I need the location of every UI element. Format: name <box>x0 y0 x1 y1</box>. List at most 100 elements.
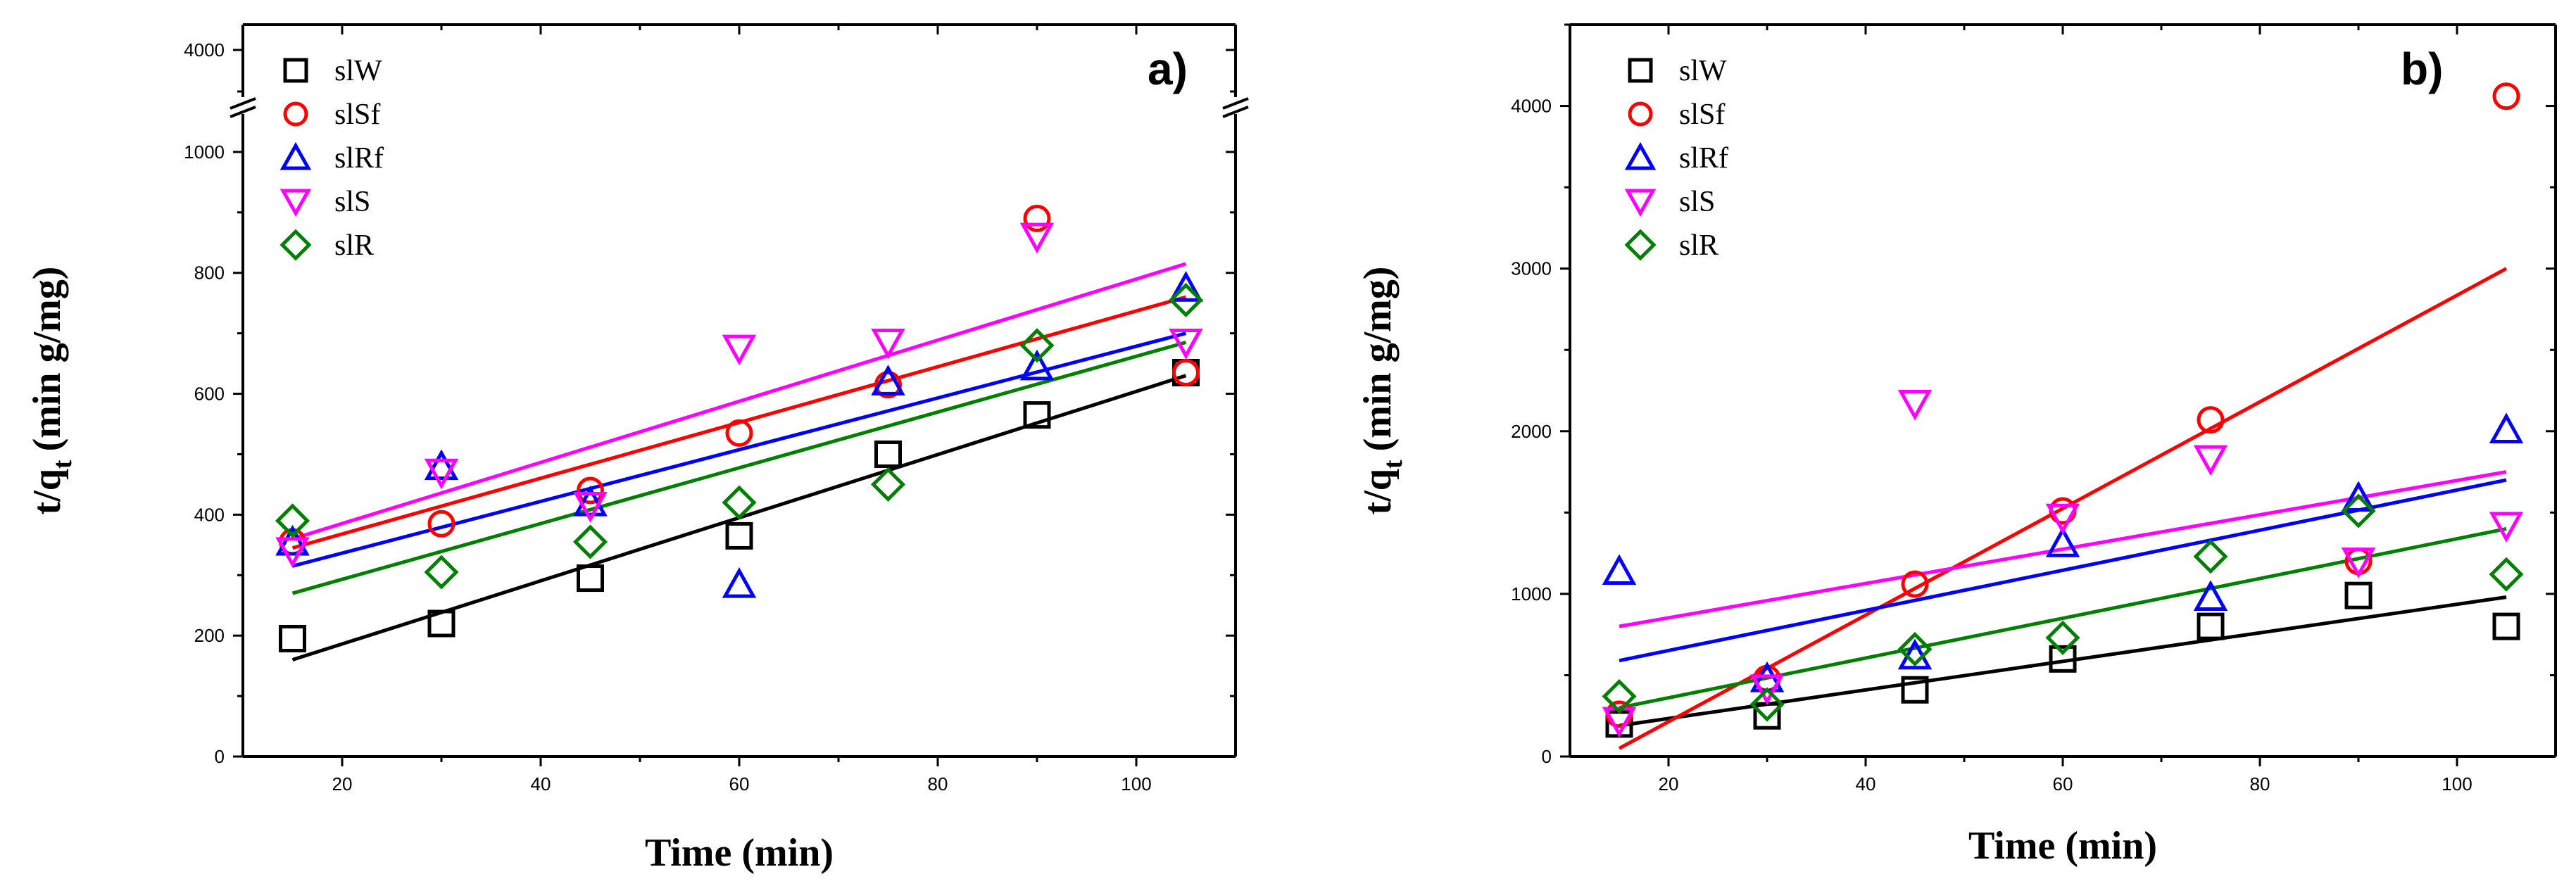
y-tick-label: 1000 <box>184 141 225 163</box>
legend-marker-slR <box>279 229 312 261</box>
x-tick-label: 80 <box>928 773 948 795</box>
axis-frame <box>230 23 1249 758</box>
y-axis-title-units: (min g/mg) <box>1356 267 1400 452</box>
x-tick-label: 100 <box>1121 773 1151 795</box>
point-slSf <box>577 476 604 505</box>
point-slW <box>1023 401 1051 429</box>
axis-break-mark <box>230 106 256 118</box>
x-axis-title: Time (min) <box>645 831 834 875</box>
legend-label-slW: slW <box>334 55 382 87</box>
point-slRf <box>1169 271 1203 302</box>
y-axis-title-main: t/q <box>25 469 69 514</box>
point-slS <box>424 458 459 490</box>
point-slS <box>871 329 905 360</box>
point-slR <box>424 555 459 590</box>
x-tick-label: 40 <box>531 773 551 795</box>
y-ticks: 0 1000 2000 3000 4000 <box>1511 23 2556 767</box>
point-slS <box>2045 503 2080 535</box>
point-slSf <box>1172 358 1200 386</box>
y-tick-label: 0 <box>1542 746 1552 767</box>
legend-marker-slS <box>279 189 312 217</box>
legend-label-slSf: slSf <box>334 99 380 131</box>
legend-label-slR: slR <box>334 229 374 262</box>
point-slR <box>1019 328 1055 363</box>
axis-break-mark <box>230 97 256 110</box>
panel-label: a) <box>1148 44 1188 94</box>
y-tick-label: 2000 <box>1511 421 1552 442</box>
legend-label-slS: slS <box>1679 186 1715 218</box>
y-tick-label: 200 <box>194 625 225 646</box>
point-slRf <box>1019 349 1055 381</box>
panel-a-chart: 20 40 60 80 100020040060080010004000slWslSfs… <box>25 23 1249 875</box>
point-slW <box>2344 581 2373 609</box>
point-slSf <box>427 510 455 538</box>
y-axis-title: t/qt (min g/mg) <box>1356 267 1408 515</box>
x-tick-label: 60 <box>2053 773 2073 795</box>
x-tick-label: 60 <box>729 773 750 795</box>
point-slW <box>279 624 306 652</box>
legend-marker-slW <box>1628 58 1653 83</box>
point-slR <box>2489 557 2524 592</box>
y-tick-label: 4000 <box>184 39 225 61</box>
point-slRf <box>871 365 905 395</box>
point-slR <box>870 467 906 502</box>
x-tick-label: 20 <box>332 773 353 795</box>
point-slRf <box>275 524 310 556</box>
point-slS <box>1897 389 1933 421</box>
fit-line-slR <box>291 341 1187 595</box>
point-slS <box>2341 548 2376 578</box>
point-slRf <box>2045 526 2080 557</box>
point-slR <box>1168 282 1204 317</box>
point-slR <box>1897 631 1933 667</box>
point-slSf <box>725 419 753 447</box>
point-slR <box>1749 687 1785 722</box>
legend-label-slS: slS <box>334 186 370 218</box>
point-slR <box>2341 493 2376 529</box>
legend-label-slSf: slSf <box>1679 99 1725 131</box>
x-tick-label: 100 <box>2442 773 2472 795</box>
y-tick-label: 600 <box>194 384 225 405</box>
y-axis-title-sub: t <box>48 460 77 469</box>
legend-label-slRf: slRf <box>1679 142 1728 175</box>
point-slRf <box>424 449 459 481</box>
y-ticks: 0 200 400 600 800 1000 4000 <box>184 39 1236 767</box>
legend-marker-slRf <box>1624 141 1657 170</box>
point-slSf <box>1023 204 1051 232</box>
x-ticks: 20 40 60 80 100 <box>332 25 1152 795</box>
y-tick-label: 4000 <box>1511 96 1552 117</box>
point-slS <box>1749 674 1785 706</box>
point-slW <box>725 521 753 550</box>
point-slS <box>722 334 757 366</box>
point-slS <box>1169 329 1203 360</box>
data-markers <box>275 204 1204 652</box>
point-slW <box>2197 612 2225 640</box>
x-tick-label: 80 <box>2250 773 2270 795</box>
x-ticks: 20 40 60 80 100 <box>1659 25 2473 795</box>
point-slS <box>2489 512 2524 543</box>
y-axis-title: t/qt (min g/mg) <box>25 267 77 515</box>
point-slSf <box>2197 406 2225 434</box>
y-tick-label: 800 <box>194 262 225 284</box>
point-slS <box>1019 222 1055 254</box>
legend-marker-slW <box>283 58 308 83</box>
point-slRf <box>2193 580 2228 612</box>
panel-b-chart: 20 40 60 80 10001000200030004000slWslSfslRfs… <box>1356 23 2557 868</box>
point-slR <box>275 503 310 538</box>
legend-marker-slS <box>1624 189 1657 217</box>
point-slR <box>2045 620 2080 655</box>
point-slW <box>427 609 455 638</box>
legend-marker-slSf <box>1628 101 1653 127</box>
legend-marker-slR <box>1624 229 1657 261</box>
point-slRf <box>1602 554 1637 586</box>
legend: slW slSf slRf slS slR <box>1624 55 1728 262</box>
point-slSf <box>2492 82 2520 110</box>
panel-label: b) <box>2401 44 2443 94</box>
point-slSf <box>1901 570 1929 598</box>
point-slR <box>722 485 757 520</box>
legend: slW slSf slRf slS slR <box>279 55 384 262</box>
y-axis-title-units: (min g/mg) <box>25 267 69 452</box>
x-tick-label: 20 <box>1659 773 1679 795</box>
legend-marker-slRf <box>279 141 312 170</box>
